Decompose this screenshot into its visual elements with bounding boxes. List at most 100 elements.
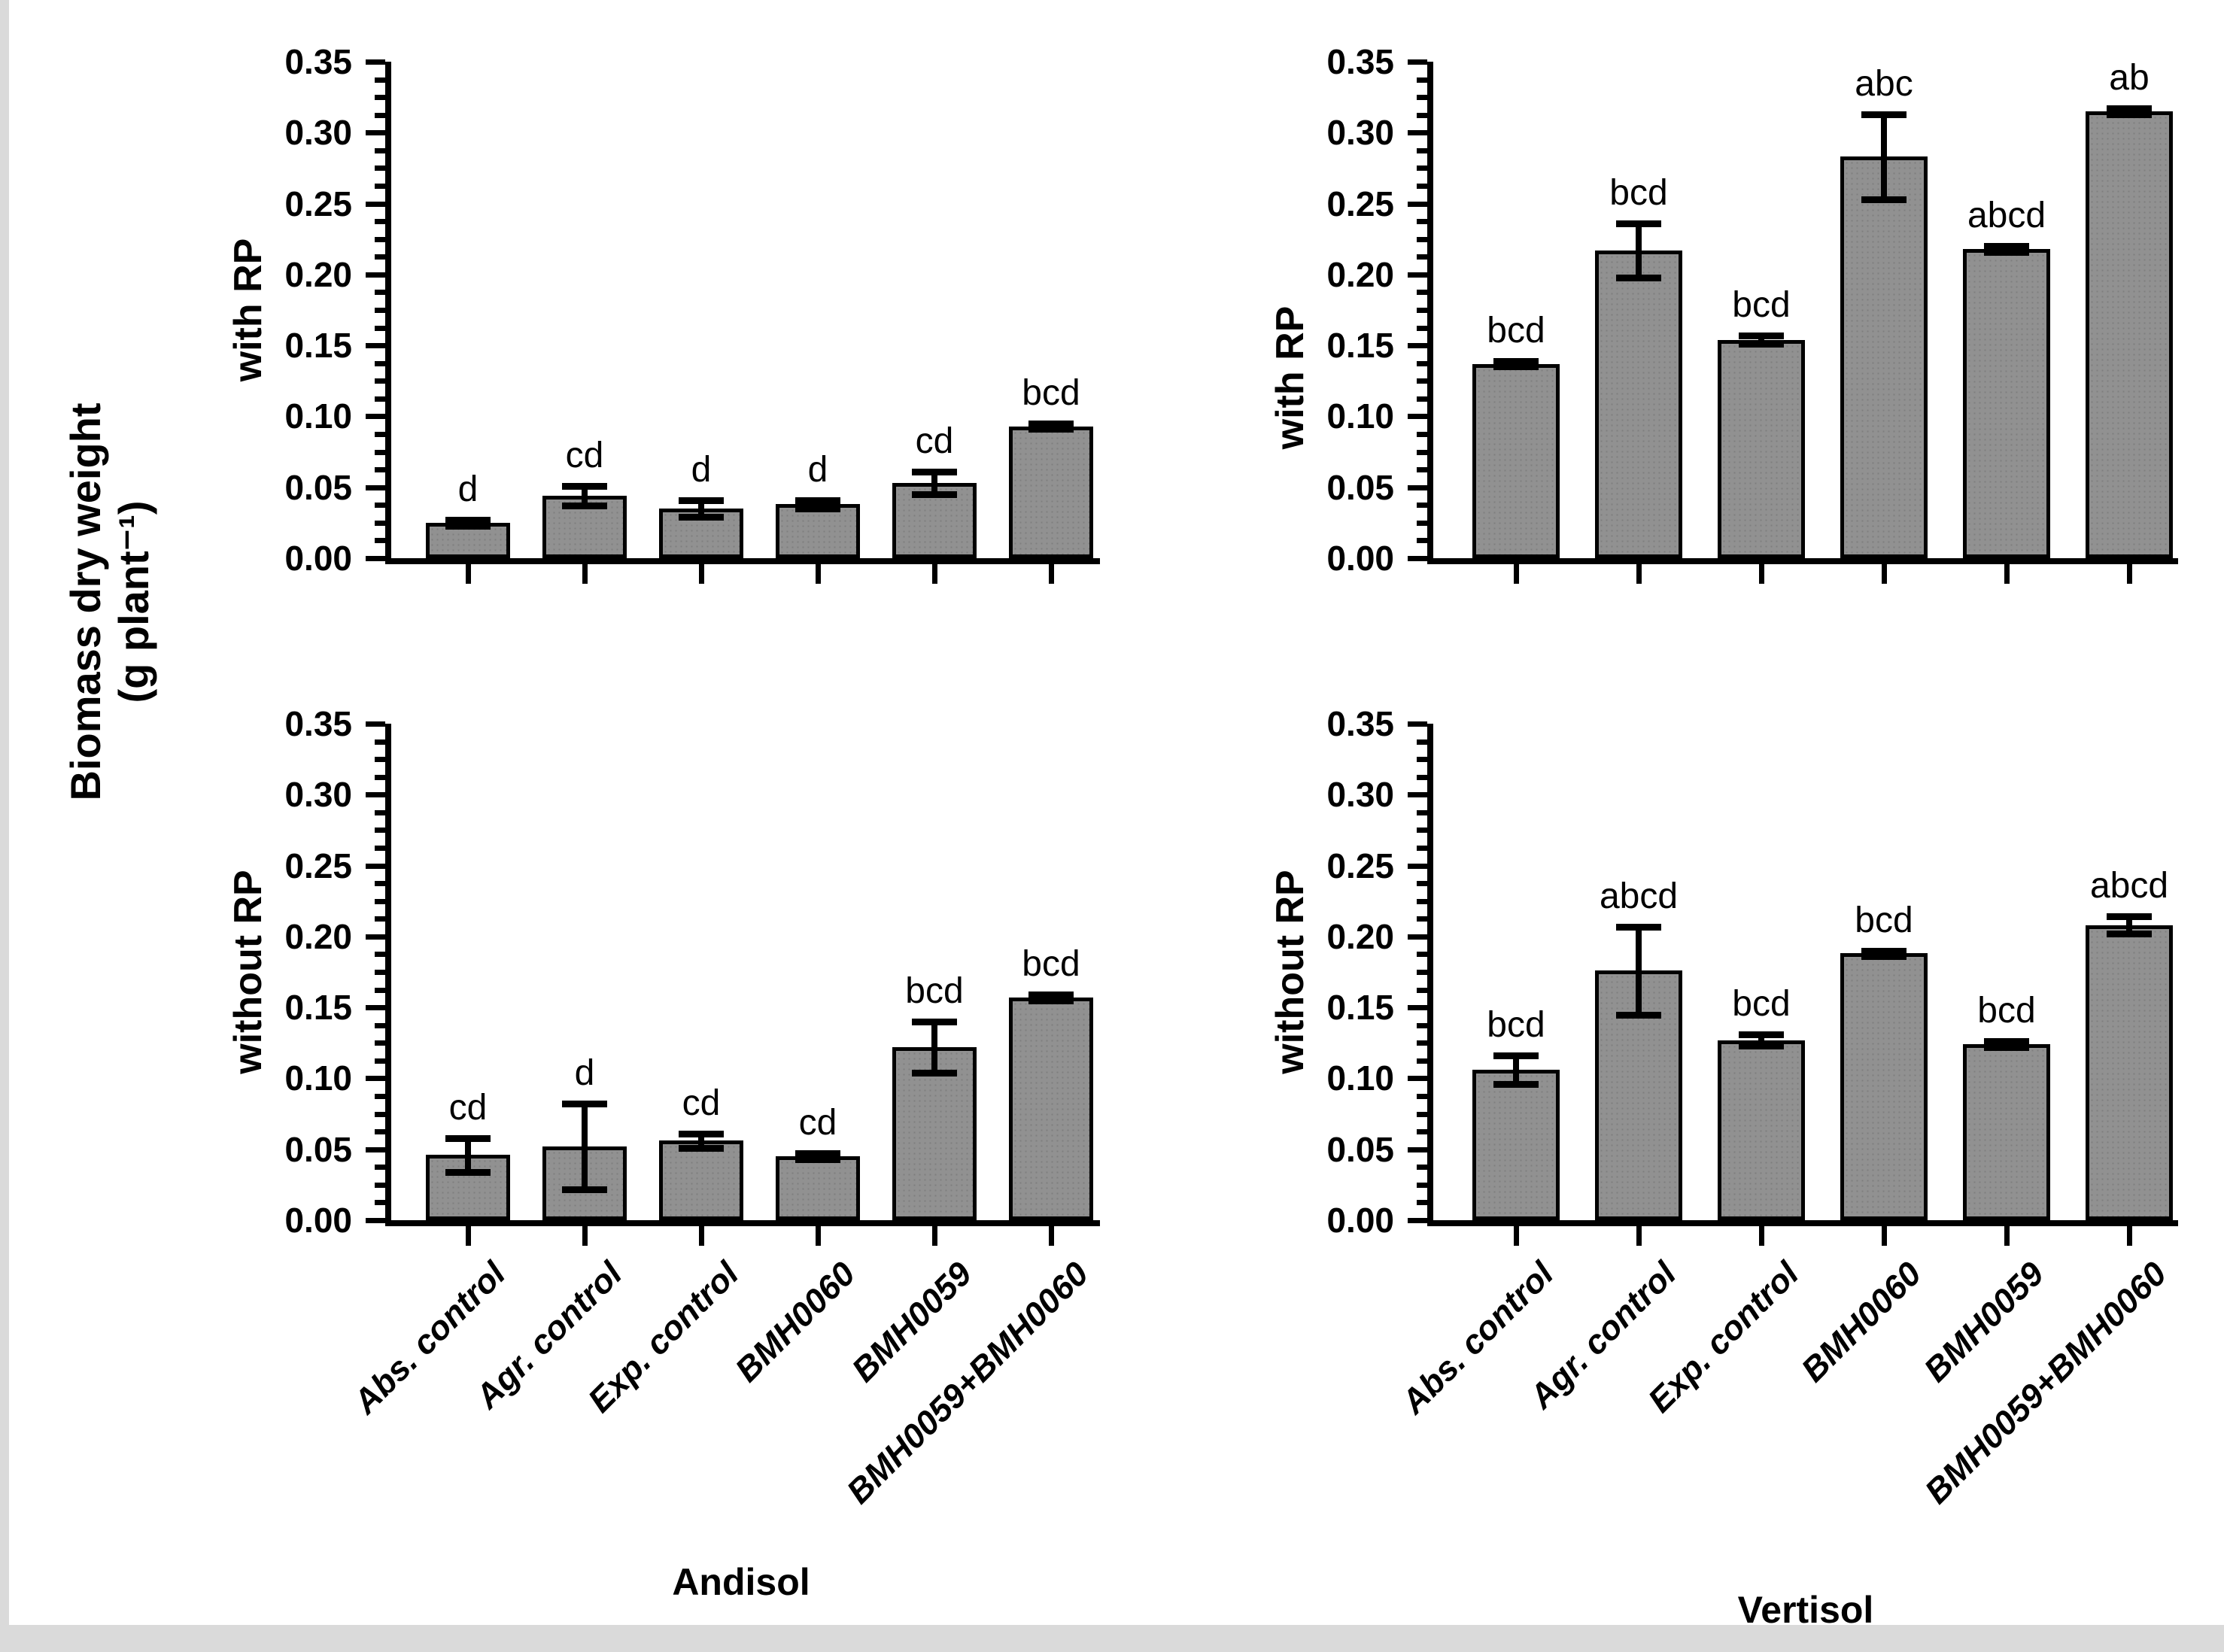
x-axis	[385, 558, 1100, 564]
error-bar-top-cap	[1493, 357, 1539, 365]
bar	[2086, 925, 2173, 1220]
error-bar-bottom-cap	[1028, 997, 1074, 1004]
significance-letter: bcd	[1855, 900, 1913, 940]
y-tick-label: 0.25	[284, 184, 352, 223]
y-tick-label: 0.30	[284, 113, 352, 153]
y-minor-tick	[375, 828, 385, 834]
significance-letter: bcd	[1732, 983, 1791, 1024]
y-minor-tick	[1417, 147, 1427, 153]
y-axis	[1427, 724, 1433, 1226]
error-bar	[1758, 335, 1764, 345]
error-bar	[698, 500, 704, 518]
significance-letter: cd	[798, 1103, 837, 1143]
error-bar-top-cap	[1984, 243, 2029, 251]
error-bar-bottom-cap	[1493, 1080, 1539, 1088]
y-tick-label: 0.10	[1326, 396, 1394, 436]
error-bar-bottom-cap	[562, 1186, 607, 1193]
y-minor-tick	[375, 432, 385, 437]
error-bar-top-cap	[795, 497, 840, 504]
significance-letter: bcd	[1487, 310, 1545, 351]
significance-letter: cd	[682, 1083, 721, 1123]
y-minor-tick	[1417, 1200, 1427, 1206]
y-minor-tick	[375, 1022, 385, 1028]
y-tick-label: 0.35	[1326, 42, 1394, 81]
x-axis	[1427, 558, 2178, 564]
bar	[776, 504, 860, 558]
y-minor-tick	[1417, 236, 1427, 242]
significance-letter: bcd	[1732, 284, 1791, 325]
y-minor-tick	[375, 166, 385, 172]
row-label: with RP	[226, 238, 270, 382]
y-minor-tick	[1417, 916, 1427, 922]
error-bar-bottom-cap	[1028, 426, 1074, 433]
y-axis-title-line1: Biomass dry weight	[62, 402, 109, 801]
y-minor-tick	[375, 970, 385, 975]
page-edge-left	[0, 0, 9, 1652]
error-bar-bottom-cap	[445, 1168, 491, 1176]
y-major-tick	[366, 484, 385, 490]
x-axis	[385, 1220, 1100, 1226]
bar	[542, 496, 627, 558]
error-bar-bottom-cap	[2107, 931, 2152, 938]
y-major-tick	[1408, 556, 1427, 561]
bar	[426, 522, 510, 558]
bar	[659, 1140, 743, 1220]
y-minor-tick	[1417, 378, 1427, 384]
y-minor-tick	[1417, 432, 1427, 437]
y-major-tick	[366, 863, 385, 869]
y-tick-label: 0.10	[1326, 1058, 1394, 1098]
y-tick-label: 0.30	[1326, 775, 1394, 815]
error-bar-top-cap	[2107, 913, 2152, 921]
bar	[1595, 250, 1682, 558]
y-tick-label: 0.00	[284, 539, 352, 578]
y-major-tick	[366, 1005, 385, 1011]
error-bar-bottom-cap	[795, 1155, 840, 1163]
y-major-tick	[366, 1218, 385, 1223]
error-bar-bottom-cap	[1616, 1011, 1661, 1019]
bar	[1963, 1044, 2050, 1220]
error-bar	[698, 1133, 704, 1148]
y-minor-tick	[1417, 1111, 1427, 1117]
y-minor-tick	[375, 95, 385, 101]
y-minor-tick	[375, 503, 385, 509]
error-bar-top-cap	[445, 1134, 491, 1142]
error-bar-bottom-cap	[1984, 248, 2029, 256]
error-bar	[1513, 1055, 1519, 1084]
y-tick-label: 0.05	[284, 467, 352, 507]
error-bar-bottom-cap	[445, 522, 491, 530]
y-minor-tick	[1417, 166, 1427, 172]
x-tick	[2127, 1226, 2132, 1246]
y-major-tick	[1408, 484, 1427, 490]
x-tick	[1514, 564, 1519, 584]
error-bar-top-cap	[2107, 105, 2152, 113]
y-tick-label: 0.15	[1326, 988, 1394, 1028]
significance-letter: abcd	[1967, 196, 2046, 236]
y-minor-tick	[1417, 1129, 1427, 1135]
error-bar	[582, 1104, 588, 1189]
significance-letter: cd	[448, 1087, 488, 1128]
y-minor-tick	[375, 774, 385, 780]
x-tick	[1759, 1226, 1764, 1246]
y-minor-tick	[1417, 360, 1427, 366]
y-minor-tick	[1417, 184, 1427, 189]
x-tick	[1049, 1226, 1054, 1246]
error-bar	[582, 485, 588, 506]
error-bar	[931, 471, 937, 495]
y-minor-tick	[1417, 952, 1427, 958]
error-bar-top-cap	[562, 482, 607, 490]
y-major-tick	[1408, 1076, 1427, 1082]
error-bar-bottom-cap	[562, 503, 607, 510]
y-axis	[385, 724, 391, 1226]
y-tick-label: 0.25	[284, 846, 352, 885]
error-bar	[1881, 114, 1887, 199]
y-minor-tick	[375, 1040, 385, 1046]
y-minor-tick	[375, 77, 385, 83]
y-minor-tick	[1417, 290, 1427, 296]
bar	[1009, 997, 1093, 1220]
error-bar-top-cap	[1616, 923, 1661, 931]
significance-letter: ab	[2109, 58, 2150, 99]
y-minor-tick	[375, 467, 385, 473]
error-bar-top-cap	[1493, 1052, 1539, 1060]
y-minor-tick	[1417, 219, 1427, 225]
